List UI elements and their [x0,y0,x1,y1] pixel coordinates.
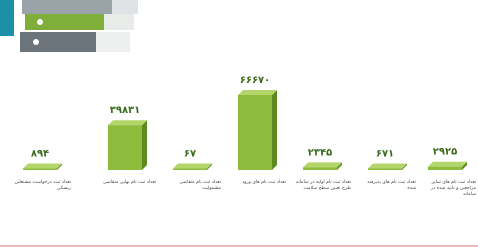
bar [428,167,462,170]
bar-side [142,120,147,170]
value-label: ۸۹۴ [31,149,49,160]
bar-top [108,120,147,125]
bar-top [303,162,342,167]
category-label: تعداد ثبت نام های سایر مراجعین و تایید ش… [418,180,476,198]
value-label: ۲۳۴۵ [308,147,332,158]
bar-side [272,90,277,170]
corner-box [0,0,14,36]
bar-top [23,164,62,169]
value-label: ۶۶۶۷۰ [240,75,271,86]
value-label: ۶۷ [184,149,196,160]
bar [108,125,142,170]
category-label: تعداد ثبت نام نهایی متقاضی [98,180,156,186]
chart: ۸۹۴ ۳۹۸۳۱ ۶۷ ۶۶۶۷۰ ۲۳۴۵ ۶۷۱ ۲۹۲۵ [0,0,478,247]
category-label: تعداد ثبت نام های پذیرفته شده [358,180,416,192]
page: ۸۹۴۳۹۸۳۱۶۷۶۶۶۷۰۲۳۴۵۶۷۱۲۹۲۵ (() => { cons… [0,0,478,247]
value-label: ۶۷۱ [376,149,394,160]
category-label: تعداد ثبت نام های ورود [228,180,286,186]
bar-top [173,164,212,169]
bar-top [238,90,277,95]
bar [303,167,337,170]
bar [23,169,57,171]
bar [368,169,402,171]
category-label: تعداد ثبت نام متقاضی مشمولیت [163,180,221,192]
binders [20,0,138,52]
bar-top [428,162,467,167]
category-label: تعداد ثبت درخواست مشتغلین ریسکی [13,180,71,192]
bar [238,95,272,170]
category-label: تعداد ثبت نام اولیه در سامانه طرح تعیین … [293,180,351,192]
bar [173,169,207,171]
value-label: ۲۹۲۵ [433,147,457,158]
value-label: ۳۹۸۳۱ [110,105,141,116]
bar-top [368,164,407,169]
